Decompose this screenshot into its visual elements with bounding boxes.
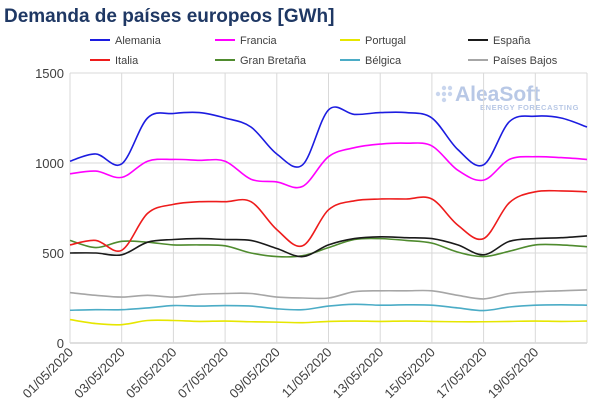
series-line-portugal <box>69 318 588 326</box>
legend-label-espana: España <box>493 35 531 47</box>
series-line-francia <box>69 142 588 189</box>
legend-label-francia: Francia <box>240 35 278 47</box>
y-tick-label: 1000 <box>35 156 64 171</box>
legend-label-portugal: Portugal <box>365 35 406 47</box>
series-line-paises-bajos <box>69 289 588 300</box>
legend-label-gran-bretana: Gran Bretaña <box>240 55 307 67</box>
legend-label-italia: Italia <box>115 55 139 67</box>
chart-title: Demanda de países europeos [GWh] <box>4 6 334 27</box>
legend-label-belgica: Bélgica <box>365 55 402 67</box>
series-line-alemania <box>69 106 588 168</box>
y-tick-label: 1500 <box>35 66 64 81</box>
legend-label-alemania: Alemania <box>115 35 162 47</box>
gridlines <box>69 72 588 344</box>
y-axis: 0 500 1000 1500 <box>35 66 64 351</box>
y-tick-label: 500 <box>42 246 64 261</box>
series-line-italia <box>69 189 588 252</box>
series-line-gran-bretana <box>69 237 588 258</box>
series-lines <box>69 106 588 326</box>
series-line-belgica <box>69 303 588 312</box>
logo-dots-icon <box>435 85 453 103</box>
series-line-espana <box>69 235 588 258</box>
logo-name: AleaSoft <box>455 83 540 106</box>
aleasoft-logo: AleaSoft ENERGY FORECASTING <box>435 83 579 112</box>
legend-label-paises-bajos: Países Bajos <box>493 55 558 67</box>
legend: Alemania Francia Portugal España Italia Gran … <box>90 35 558 67</box>
y-tick-label: 0 <box>57 336 64 351</box>
logo-tagline: ENERGY FORECASTING <box>480 103 579 112</box>
